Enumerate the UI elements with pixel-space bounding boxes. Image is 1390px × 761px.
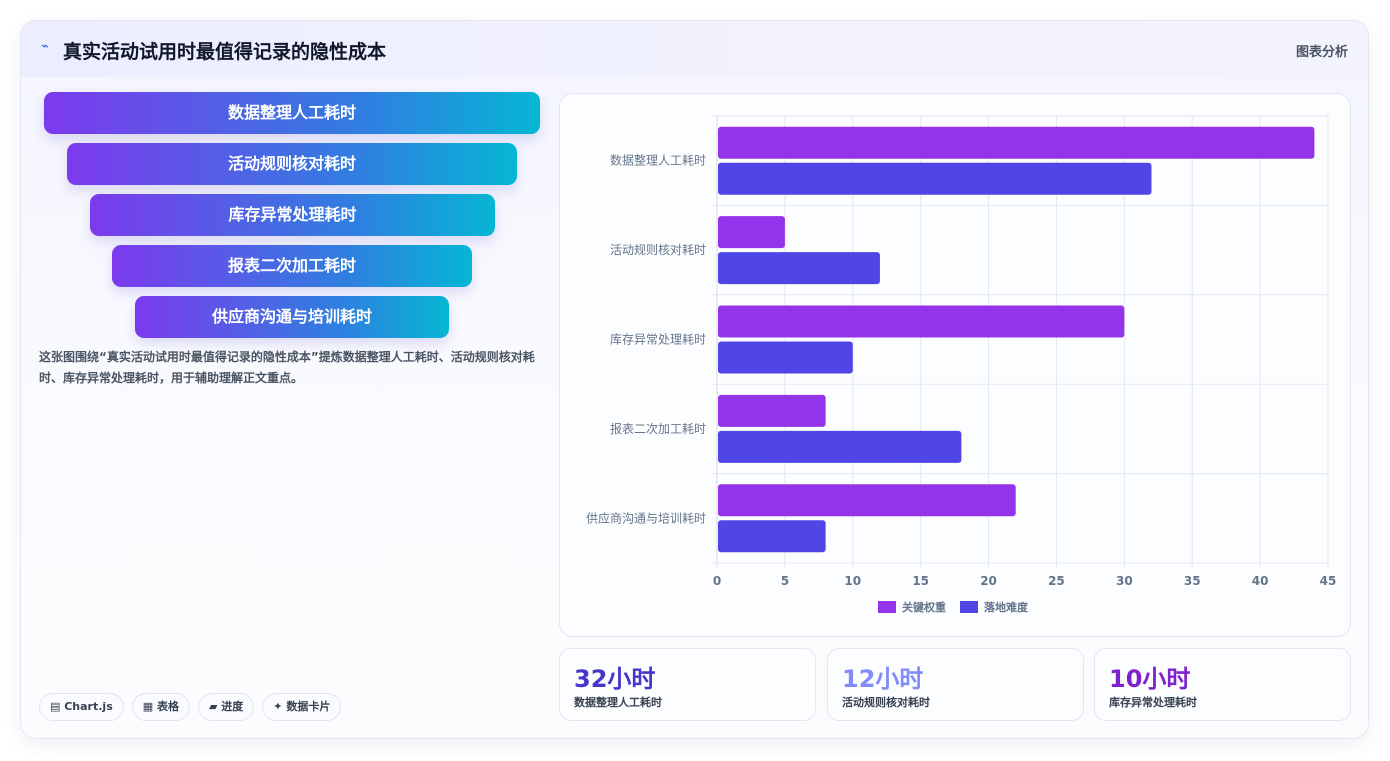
sparkline-icon: ⌁ xyxy=(41,39,49,54)
legend-swatch xyxy=(878,601,896,613)
y-tick-label: 活动规则核对耗时 xyxy=(610,242,706,257)
tag-list: ▤ Chart.js ▦ 表格 ▰ 进度 ✦ 数据卡片 xyxy=(39,693,342,721)
stat-label: 活动规则核对耗时 xyxy=(842,696,930,709)
sparkle-icon: ✦ xyxy=(273,700,287,713)
bar-key-weight xyxy=(718,305,1125,338)
stat-value: 10小时 xyxy=(1109,665,1191,693)
x-tick-label: 10 xyxy=(844,574,861,588)
x-tick-label: 25 xyxy=(1048,574,1065,588)
chart-panel: 0 5 10 15 20 25 30 35 40 45 数据整理人工耗时 活动规则核对耗时 库存异常处理… xyxy=(559,93,1351,637)
funnel-item-rule-check: 活动规则核对耗时 xyxy=(67,143,517,185)
tag-table[interactable]: ▦ 表格 xyxy=(131,693,190,721)
main-card: ⌁ 真实活动试用时最值得记录的隐性成本 图表分析 数据整理人工耗时 活动规则核对… xyxy=(20,20,1369,739)
stat-label: 库存异常处理耗时 xyxy=(1109,696,1197,709)
bar-difficulty xyxy=(718,162,1152,195)
legend-label: 关键权重 xyxy=(902,600,946,614)
page-title: 真实活动试用时最值得记录的隐性成本 xyxy=(63,41,387,63)
tag-data-card[interactable]: ✦ 数据卡片 xyxy=(262,693,342,721)
bar-key-weight xyxy=(718,394,826,427)
y-tick-label: 库存异常处理耗时 xyxy=(610,332,706,347)
stat-card-inventory: 10小时 库存异常处理耗时 xyxy=(1094,648,1351,721)
tag-progress[interactable]: ▰ 进度 xyxy=(197,693,255,721)
stat-value: 32小时 xyxy=(574,665,656,693)
bar-difficulty xyxy=(718,430,962,463)
x-tick-label: 30 xyxy=(1116,574,1133,588)
bar-key-weight xyxy=(718,126,1315,159)
funnel-item-inventory: 库存异常处理耗时 xyxy=(90,194,495,236)
bar-difficulty xyxy=(718,520,826,553)
y-tick-label: 供应商沟通与培训耗时 xyxy=(586,510,706,525)
x-tick-label: 5 xyxy=(781,574,789,588)
tag-chartjs[interactable]: ▤ Chart.js xyxy=(39,693,124,721)
legend-swatch xyxy=(960,601,978,613)
x-tick-label: 40 xyxy=(1252,574,1269,588)
bar-key-weight xyxy=(718,484,1016,517)
funnel-item-supplier: 供应商沟通与培训耗时 xyxy=(135,296,449,338)
y-tick-label: 报表二次加工耗时 xyxy=(610,421,706,436)
header-bar: ⌁ 真实活动试用时最值得记录的隐性成本 图表分析 xyxy=(21,21,1368,77)
stat-value: 12小时 xyxy=(842,665,924,693)
y-tick-label: 数据整理人工耗时 xyxy=(610,153,706,168)
x-tick-label: 20 xyxy=(980,574,997,588)
stat-label: 数据整理人工耗时 xyxy=(574,696,662,709)
funnel-item-report: 报表二次加工耗时 xyxy=(112,245,472,287)
x-tick-label: 45 xyxy=(1320,574,1337,588)
bar-difficulty xyxy=(718,252,880,285)
bar-difficulty xyxy=(718,341,853,374)
x-tick-label: 35 xyxy=(1184,574,1201,588)
x-tick-label: 0 xyxy=(713,574,721,588)
chart-analysis-label: 图表分析 xyxy=(1295,45,1348,60)
bar-chart: 0 5 10 15 20 25 30 35 40 45 数据整理人工耗时活动规则核对耗时库存异常处理… xyxy=(586,115,1337,614)
chart-icon: ▤ xyxy=(50,700,65,713)
stat-card-data-cleanup: 32小时 数据整理人工耗时 xyxy=(559,648,816,721)
funnel-item-data-cleanup: 数据整理人工耗时 xyxy=(44,92,540,134)
progress-icon: ▰ xyxy=(208,700,222,713)
stat-card-rule-check: 12小时 活动规则核对耗时 xyxy=(827,648,1084,721)
legend-label: 落地难度 xyxy=(984,600,1029,614)
x-tick-label: 15 xyxy=(912,574,929,588)
chart-description: 这张图围绕“真实活动试用时最值得记录的隐性成本”提炼数据整理人工耗时、活动规则核… xyxy=(39,350,535,385)
bar-key-weight xyxy=(718,216,785,249)
table-icon: ▦ xyxy=(142,700,157,713)
